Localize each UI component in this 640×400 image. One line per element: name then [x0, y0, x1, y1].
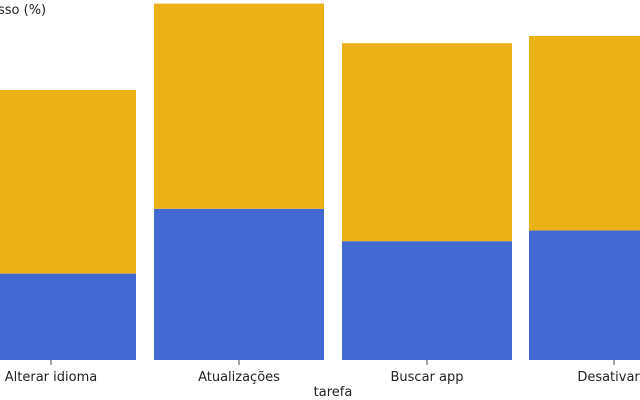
bars-group [0, 3, 640, 360]
bar-segment [529, 36, 640, 231]
x-axis-title: tarefa [314, 385, 353, 400]
y-axis-title: sso (%) [0, 3, 46, 18]
x-tick-label: Alterar idioma [5, 370, 97, 385]
bar-segment [154, 208, 324, 360]
x-tick-label: Buscar app [391, 370, 464, 385]
x-ticks-group: Alterar idioma Atualizações Buscar app Desa… [5, 360, 640, 385]
x-tick-label: Atualizações [198, 370, 280, 385]
bar-segment [342, 43, 512, 242]
bar-segment [529, 230, 640, 360]
bar-segment [0, 90, 136, 274]
bar-segment [0, 273, 136, 360]
bar-segment [154, 3, 324, 209]
x-tick-label: Desativar s [577, 370, 640, 385]
bar-segment [342, 241, 512, 360]
